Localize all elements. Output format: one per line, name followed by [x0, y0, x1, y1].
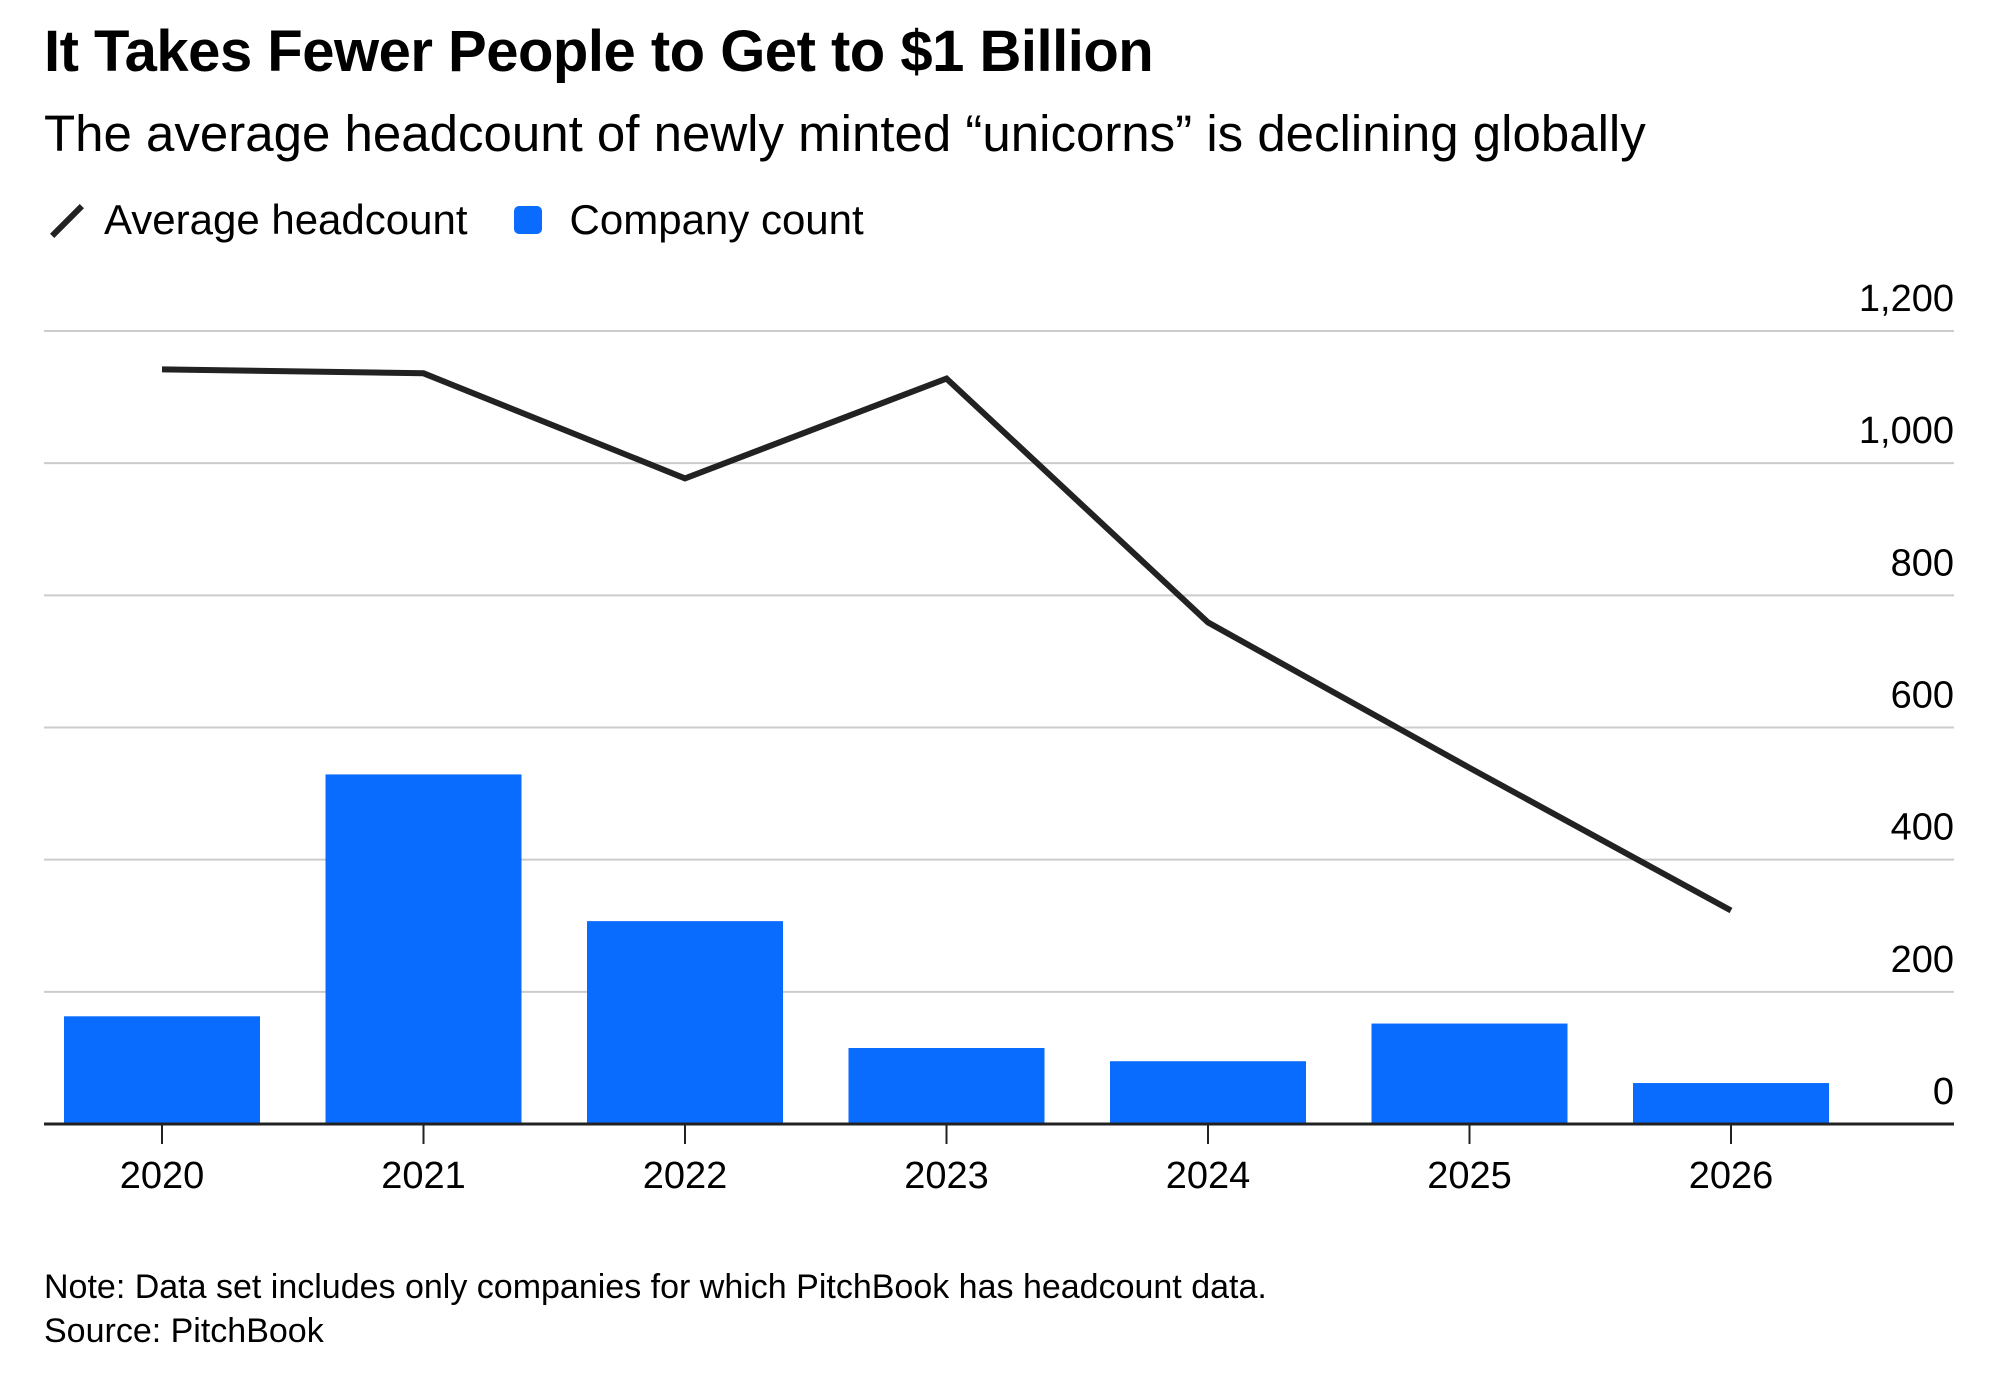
- x-tick-label: 2026: [1689, 1155, 1774, 1197]
- y-tick-label: 1,200: [1859, 278, 1954, 320]
- bar-2026: [1633, 1083, 1829, 1124]
- source-text: Source: PitchBook: [44, 1312, 324, 1350]
- x-tick-label: 2022: [643, 1155, 728, 1197]
- bar-2022: [587, 921, 783, 1124]
- y-tick-label: 800: [1891, 542, 1954, 584]
- legend-item-company-count: Company count: [513, 196, 864, 244]
- footnote: Note: Data set includes only companies f…: [44, 1265, 1267, 1353]
- average-headcount-line: [161, 366, 1733, 914]
- legend-item-average-headcount: Average headcount: [44, 196, 468, 244]
- bar-2021: [325, 774, 522, 1124]
- y-tick-label: 200: [1891, 939, 1954, 981]
- x-tick-label: 2021: [381, 1155, 466, 1197]
- bar-2023: [848, 1048, 1045, 1124]
- bar-2025: [1371, 1023, 1568, 1124]
- x-tick-label: 2024: [1166, 1155, 1251, 1197]
- note-text: Note: Data set includes only companies f…: [44, 1268, 1267, 1306]
- x-tick-label: 2025: [1427, 1155, 1512, 1197]
- y-tick-label: 1,000: [1859, 410, 1954, 452]
- y-tick-label: 600: [1891, 675, 1954, 717]
- x-tick-label: 2023: [904, 1155, 989, 1197]
- chart-title: It Takes Fewer People to Get to $1 Billi…: [44, 19, 1154, 84]
- bar-swatch-icon: [513, 206, 542, 234]
- y-tick-label: 400: [1891, 807, 1954, 849]
- x-tick-label: 2020: [120, 1155, 205, 1197]
- y-tick-label: 0: [1933, 1071, 1954, 1113]
- chart-subtitle: The average headcount of newly minted “u…: [44, 105, 1646, 162]
- bar-2024: [1110, 1061, 1306, 1124]
- bar-2020: [64, 1016, 260, 1124]
- legend-label: Company count: [569, 196, 864, 243]
- legend: Average headcount Company count: [44, 196, 910, 244]
- legend-label: Average headcount: [104, 196, 468, 243]
